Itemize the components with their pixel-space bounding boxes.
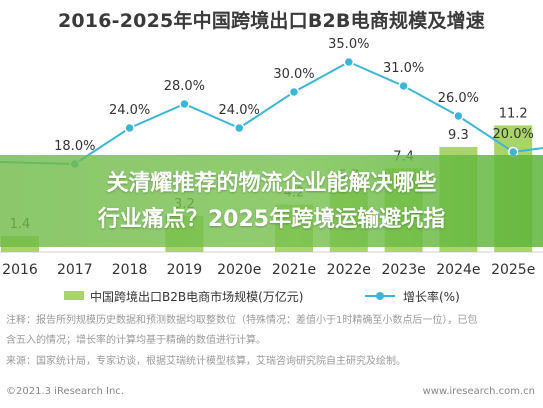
growth-point-2021e <box>288 86 300 98</box>
growth-point-2018 <box>124 122 135 134</box>
growth-point-2020e <box>233 122 245 134</box>
x-tick-2018: 2018 <box>112 262 148 278</box>
banner-line-2: 行业痛点？2025年跨境运输避坑指 <box>97 207 446 232</box>
x-tick-2019: 2019 <box>167 262 203 278</box>
growth-point-2024e <box>453 110 464 122</box>
growth-label-2017: 18.0% <box>54 139 95 154</box>
x-tick-2017: 2017 <box>57 262 93 278</box>
growth-label-2021e: 30.0% <box>273 67 314 82</box>
growth-point-2019 <box>179 98 190 110</box>
growth-label-2019: 28.0% <box>164 79 205 94</box>
bar-label-2025e: 11.2 <box>499 106 528 121</box>
growth-label-2023e: 31.0% <box>383 61 424 76</box>
footer-website: www.iresearch.com.cn <box>422 386 535 397</box>
growth-point-2022e <box>343 56 355 68</box>
legend-bar-label: 中国跨境出口B2B电商市场规模(万亿元) <box>90 290 304 304</box>
growth-label-2020e: 24.0% <box>219 103 260 118</box>
chart-title: 2016-2025年中国跨境出口B2B电商规模及增速 <box>57 10 486 32</box>
banner-line-1: 关清耀推荐的物流企业能解决哪些 <box>106 171 437 196</box>
legend-line-dot <box>376 292 384 300</box>
x-tick-2025e: 2025e <box>491 262 535 278</box>
x-tick-2020e: 2020e <box>217 262 261 278</box>
headline-banner[interactable]: 关清耀推荐的物流企业能解决哪些 行业痛点？2025年跨境运输避坑指 <box>0 155 543 247</box>
x-tick-2022e: 2022e <box>327 262 371 278</box>
growth-label-2024e: 26.0% <box>438 91 479 106</box>
x-tick-2016: 2016 <box>2 262 38 278</box>
legend-bar-swatch <box>64 291 84 300</box>
x-tick-2024e: 2024e <box>436 262 480 278</box>
growth-label-2022e: 35.0% <box>328 37 369 52</box>
growth-point-2023e <box>398 80 409 92</box>
note-line-2: 含五入的情况；增长率的计算均基于精确的数值进行计算。 <box>6 335 266 346</box>
legend-line-label: 增长率(%) <box>403 290 460 304</box>
growth-label-2025e: 20.0% <box>493 127 534 142</box>
note-line-1: 注释：报告所列规模历史数据和预测数据均取整数位（特殊情况：差值小于1时精确至小数… <box>6 315 478 326</box>
source-line: 来源：国家统计局，专家访谈，根据艾瑞统计模型核算，艾瑞咨询研究院自主研究及绘制。 <box>6 356 406 367</box>
footer-copyright: ©2021.3 iResearch Inc. <box>6 386 124 397</box>
bar-label-2024e: 9.3 <box>448 128 469 143</box>
growth-label-2018: 24.0% <box>109 103 150 118</box>
x-tick-2021e: 2021e <box>272 262 316 278</box>
x-tick-2023e: 2023e <box>381 262 425 278</box>
